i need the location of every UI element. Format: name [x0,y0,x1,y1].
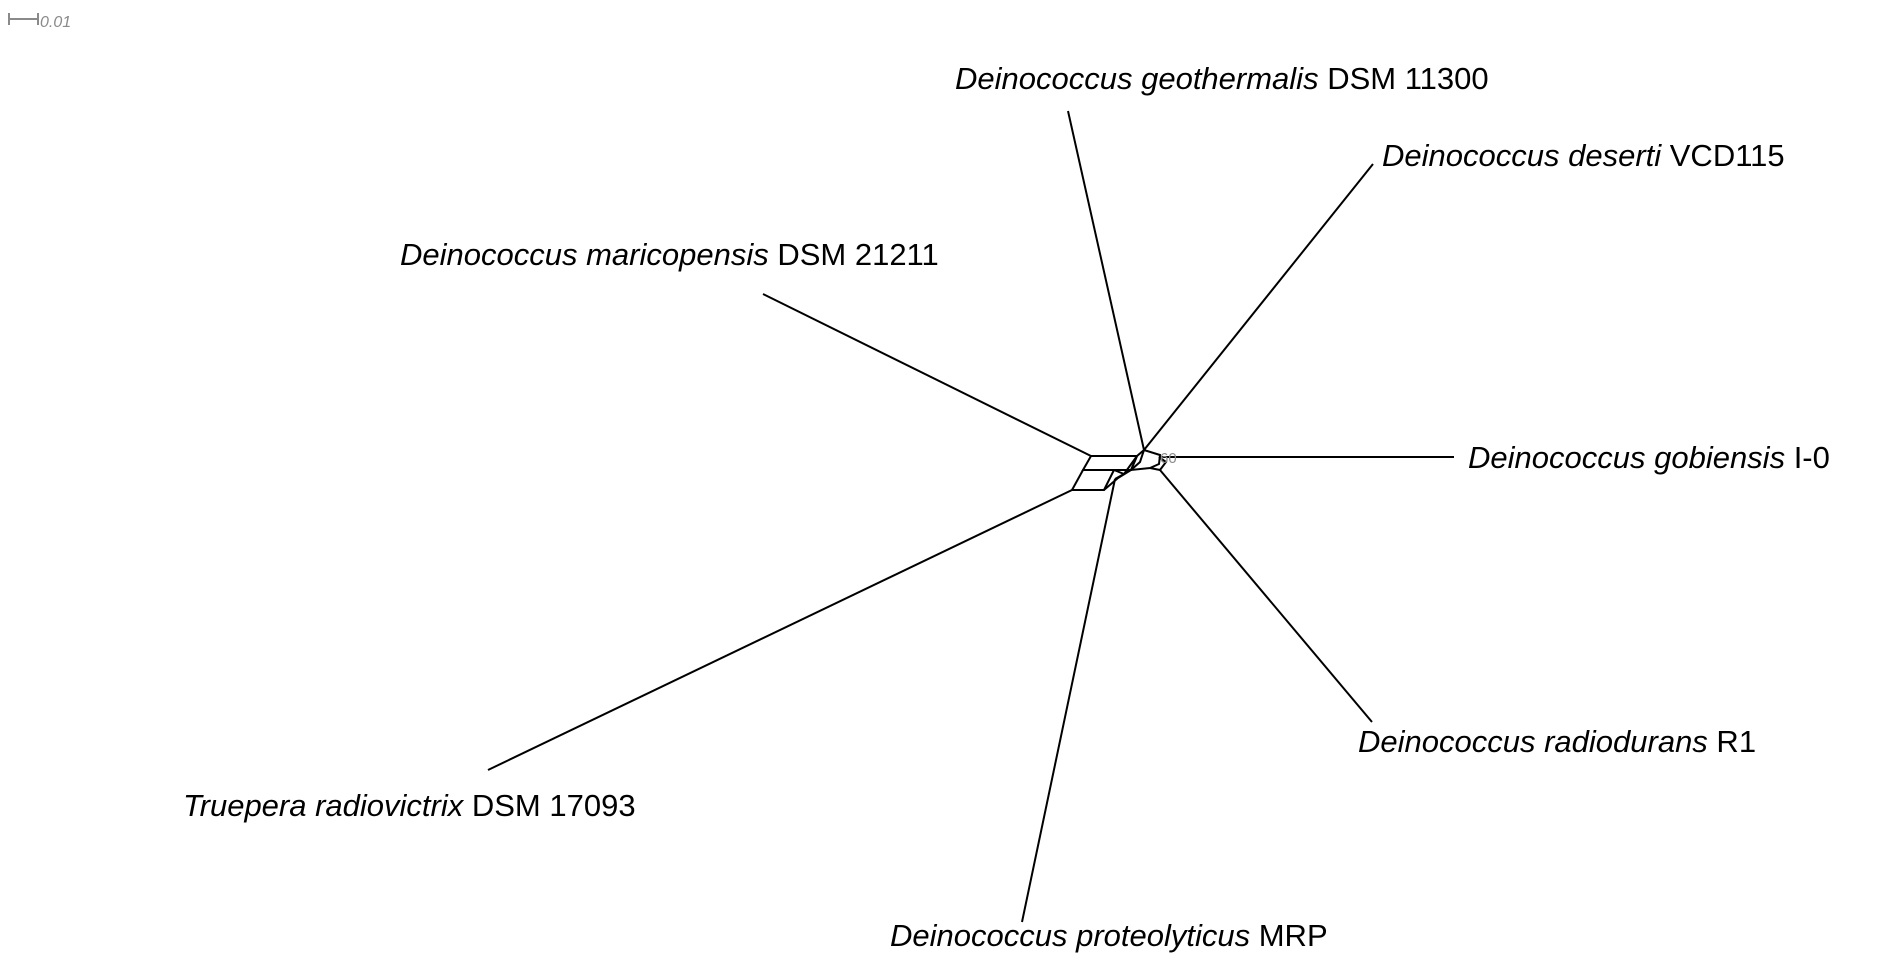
taxon-label-maricopensis: Deinococcus maricopensis DSM 21211 [400,237,939,272]
taxon-genus: Deinococcus maricopensis [400,237,769,272]
taxon-label-gobiensis: Deinococcus gobiensis I-0 [1468,440,1830,475]
scale-bar-label: 0.01 [40,14,71,31]
taxon-label-deserti: Deinococcus deserti VCD115 [1382,138,1785,173]
taxon-strain: I-0 [1785,440,1830,475]
taxon-strain: VCD115 [1661,138,1785,173]
taxon-genus: Deinococcus proteolyticus [890,918,1250,953]
edge-radiodurans [1159,469,1373,723]
split-ladder [1103,449,1145,491]
taxon-label-proteolyticus: Deinococcus proteolyticus MRP [890,918,1328,953]
taxon-labels: Deinococcus geothermalis DSM 11300 Deino… [183,61,1830,953]
edge-deserti [1143,163,1374,451]
taxon-label-radiodurans: Deinococcus radiodurans R1 [1358,724,1756,759]
taxon-strain: DSM 21211 [769,237,939,272]
taxon-genus: Deinococcus deserti [1382,138,1662,173]
edge-proteolyticus [1021,478,1116,923]
network-edges [487,110,1454,923]
taxon-genus: Truepera radiovictrix [183,788,465,823]
taxon-strain: R1 [1708,724,1756,759]
edge-geothermalis [1067,110,1145,451]
taxon-strain: MRP [1250,918,1328,953]
scale-bar: 0.01 [8,13,71,31]
taxon-label-geothermalis: Deinococcus geothermalis DSM 11300 [955,61,1489,96]
taxon-label-truepera: Truepera radiovictrix DSM 17093 [183,788,636,823]
taxon-genus: Deinococcus geothermalis [955,61,1319,96]
edge-maricopensis [762,293,1092,457]
bootstrap-value-label: 60 [1160,450,1177,467]
taxon-strain: DSM 11300 [1319,61,1489,96]
taxon-genus: Deinococcus radiodurans [1358,724,1708,759]
split-box-right [1149,456,1168,472]
edge-truepera [487,489,1073,771]
taxon-genus: Deinococcus gobiensis [1468,440,1785,475]
taxon-strain: DSM 17093 [463,788,635,823]
